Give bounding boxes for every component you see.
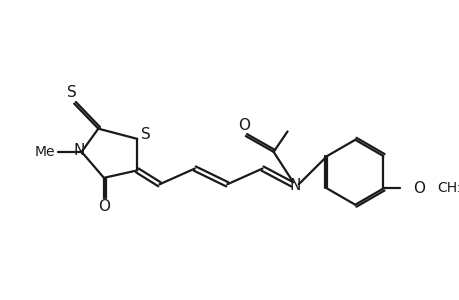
Text: S: S [140, 127, 150, 142]
Text: O: O [237, 118, 249, 134]
Text: N: N [73, 143, 84, 158]
Text: CH₃: CH₃ [436, 182, 459, 196]
Text: N: N [289, 178, 300, 193]
Text: Me: Me [34, 145, 55, 159]
Text: S: S [67, 85, 77, 100]
Text: O: O [98, 199, 110, 214]
Text: O: O [412, 181, 424, 196]
